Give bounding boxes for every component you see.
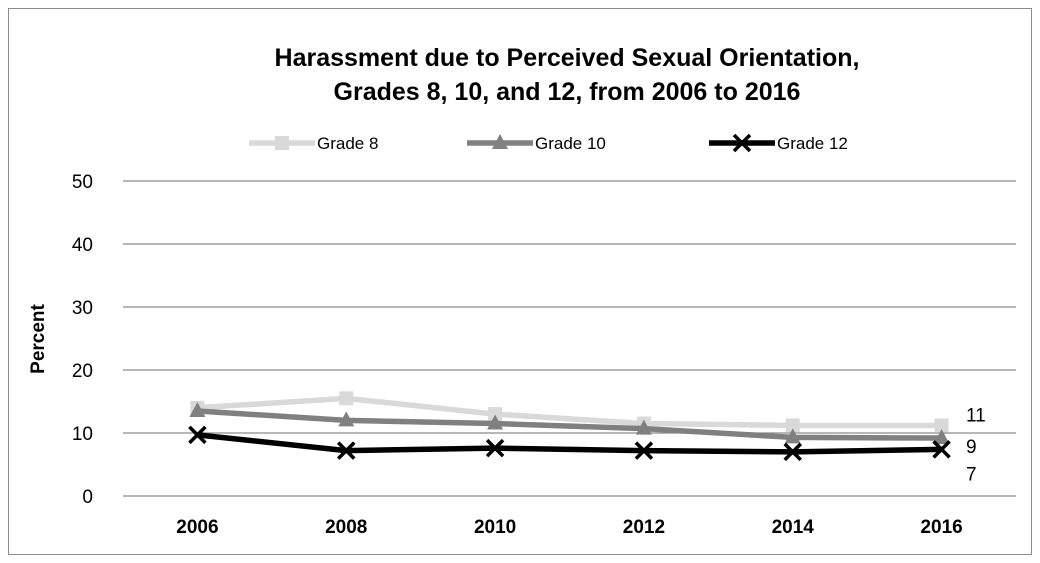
end-labels: 11 9 7 [966, 405, 986, 485]
series-grade-8 [190, 391, 949, 433]
y-tick-label: 0 [82, 487, 93, 508]
data-point [338, 411, 355, 427]
data-point [487, 414, 504, 430]
x-tick-label: 2016 [920, 517, 962, 538]
line-chart: Harassment due to Perceived Sexual Orien… [28, 44, 1016, 538]
data-point [634, 441, 654, 460]
series-line [197, 432, 942, 455]
data-point [784, 428, 801, 444]
y-tick-label: 20 [72, 361, 93, 382]
legend-item: Grade 8 [249, 134, 378, 153]
data-point [488, 407, 503, 422]
x-tick-labels: 2006 2008 2010 2012 2014 2016 [176, 517, 962, 538]
x-tick-label: 2010 [474, 517, 516, 538]
series-line [197, 408, 942, 441]
legend-label: Grade 10 [535, 134, 606, 153]
chart-frame: Harassment due to Perceived Sexual Orien… [8, 8, 1032, 555]
data-point [188, 425, 207, 445]
data-point [783, 442, 802, 462]
data-point [934, 418, 949, 433]
legend-item: Grade 12 [709, 133, 848, 153]
data-point [785, 418, 800, 433]
x-tick-label: 2012 [623, 517, 665, 538]
data-point [339, 391, 354, 406]
y-tick-label: 40 [72, 235, 93, 256]
y-axis-label: Percent [28, 303, 49, 373]
data-point [337, 441, 356, 460]
legend-marker [732, 133, 752, 153]
y-tick-label: 30 [72, 298, 93, 319]
gridlines [123, 180, 1016, 497]
legend: Grade 8 Grade 10 Grade 12 [249, 133, 848, 153]
legend-label: Grade 8 [317, 134, 378, 153]
y-tick-labels: 0 10 20 30 40 50 [72, 172, 93, 508]
data-point [485, 438, 505, 458]
chart-title-line-2: Grades 8, 10, and 12, from 2006 to 2016 [334, 78, 801, 106]
data-point [933, 429, 950, 445]
series-grade-12 [188, 425, 951, 462]
data-point [189, 401, 206, 417]
series-grade-10 [189, 401, 950, 445]
x-tick-label: 2008 [325, 517, 367, 538]
chart-title-line-1: Harassment due to Perceived Sexual Orien… [275, 44, 860, 72]
end-label: 9 [966, 437, 977, 458]
x-tick-label: 2006 [176, 517, 218, 538]
y-tick-label: 10 [72, 424, 93, 445]
data-point [932, 440, 951, 459]
series-lines [188, 391, 951, 462]
end-label: 11 [966, 405, 986, 426]
legend-marker [275, 136, 289, 150]
series-line [197, 395, 942, 429]
legend-item: Grade 10 [467, 134, 606, 153]
data-point [635, 419, 652, 435]
x-tick-label: 2014 [772, 517, 815, 538]
y-tick-label: 50 [72, 172, 93, 193]
end-label: 7 [966, 464, 977, 485]
legend-marker [492, 134, 508, 149]
legend-label: Grade 12 [777, 134, 848, 153]
